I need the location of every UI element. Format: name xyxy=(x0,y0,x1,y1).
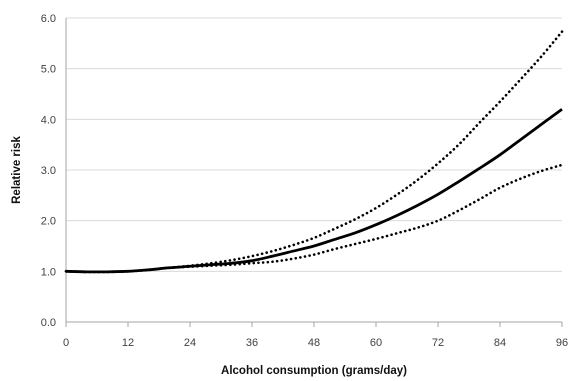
x-tick-label: 60 xyxy=(370,337,382,349)
y-tick-label: 4.0 xyxy=(41,114,56,126)
x-tick-label: 36 xyxy=(246,337,258,349)
upper-confidence-bound-line xyxy=(64,30,564,274)
x-tick-label: 12 xyxy=(122,337,134,349)
y-tick-label: 5.0 xyxy=(41,64,56,76)
x-tick-label: 72 xyxy=(432,337,444,349)
y-tick-label: 1.0 xyxy=(41,266,56,278)
y-tick-label: 6.0 xyxy=(41,13,56,25)
x-tick-label: 96 xyxy=(556,337,568,349)
y-tick-label: 3.0 xyxy=(41,165,56,177)
x-tick-label: 48 xyxy=(308,337,320,349)
y-tick-label: 0.0 xyxy=(41,317,56,329)
tick-labels: 0.0 1.0 2.0 3.0 4.0 5.0 6.0 0 12 24 36 48 60 72 84 96 xyxy=(41,13,568,349)
x-tick-label: 0 xyxy=(63,337,69,349)
x-tick-label: 84 xyxy=(494,337,506,349)
gridlines xyxy=(66,17,562,323)
lower-confidence-bound-line xyxy=(64,163,564,274)
relative-risk-line xyxy=(65,108,563,274)
data-series xyxy=(64,30,564,274)
axes xyxy=(65,18,563,327)
y-tick-label: 2.0 xyxy=(41,216,56,228)
x-axis-title: Alcohol consumption (grams/day) xyxy=(221,365,407,377)
x-tick-label: 24 xyxy=(184,337,196,349)
y-axis-title: Relative risk xyxy=(11,136,23,204)
